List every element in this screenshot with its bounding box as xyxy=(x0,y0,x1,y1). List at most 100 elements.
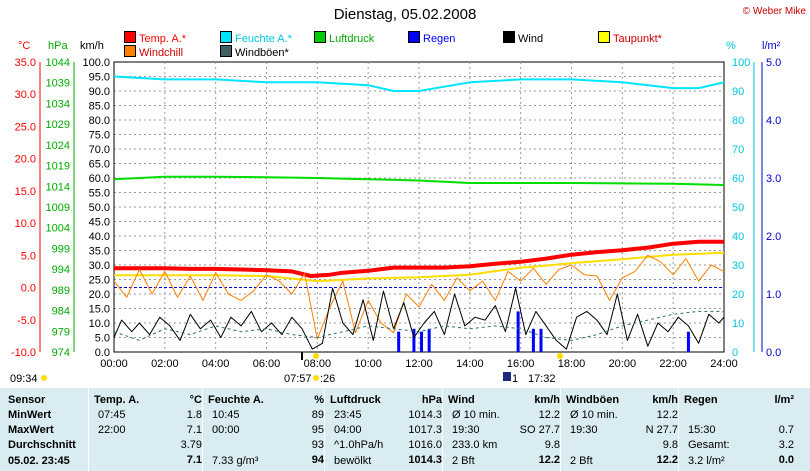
stats-cell: bewölkt xyxy=(334,455,372,467)
wind-tick-label: 45.0 xyxy=(89,217,110,229)
rain-bar xyxy=(397,331,401,352)
stats-header: Wind xyxy=(448,394,475,406)
x-tick-label: 16:00 xyxy=(507,358,535,370)
wind-tick-label: 50.0 xyxy=(89,202,110,214)
humidity-tick-label: 90 xyxy=(732,86,744,98)
stats-value: 1014.3 xyxy=(408,409,442,421)
rain-tick-label: 0.0 xyxy=(766,347,781,359)
x-tick-label: 00:00 xyxy=(100,358,128,370)
rain-marker: 1 xyxy=(512,373,519,385)
legend-label: Taupunkt* xyxy=(613,33,662,45)
stats-value: 93 xyxy=(311,439,324,451)
x-tick-label: 22:00 xyxy=(659,358,687,370)
series-line xyxy=(113,254,725,340)
stats-cell: Ø 10 min. xyxy=(452,409,500,421)
stats-cell: 23:45 xyxy=(334,409,362,421)
wind-tick-label: 55.0 xyxy=(89,188,110,200)
legend-swatch xyxy=(220,31,232,43)
wind-tick-label: 95.0 xyxy=(89,72,110,84)
series-line xyxy=(114,239,724,278)
pressure-tick-label: 1024 xyxy=(46,140,70,152)
wind-tick-label: 35.0 xyxy=(89,246,110,258)
temp-tick-label: 15.0 xyxy=(15,186,36,198)
x-tick-label: 08:00 xyxy=(304,358,332,370)
rain-tick-label: 5.0 xyxy=(766,57,781,69)
temp-tick-label: 35.0 xyxy=(15,57,36,69)
pressure-tick-label: 989 xyxy=(52,285,70,297)
pressure-tick-label: 1004 xyxy=(46,223,70,235)
stats-value: 1.8 xyxy=(186,409,202,421)
rain-bar xyxy=(427,328,431,352)
humidity-tick-label: 80 xyxy=(732,115,744,127)
column-separator xyxy=(678,388,679,471)
stats-header: Luftdruck xyxy=(330,394,381,406)
unit-temp: °C xyxy=(18,40,31,52)
stats-value: 3.79 xyxy=(180,439,202,451)
stats-cell: 00:00 xyxy=(212,424,240,436)
stats-value: SO 27.7 xyxy=(519,424,560,436)
rain-tick-label: 3.0 xyxy=(766,173,781,185)
unit-press: hPa xyxy=(48,40,68,52)
wind-tick-label: 80.0 xyxy=(89,115,110,127)
stats-value: 1017.3 xyxy=(408,424,442,436)
stats-cell: ^1.0hPa/h xyxy=(334,439,384,451)
sun-icon xyxy=(41,375,47,381)
stats-cell: 15:30 xyxy=(688,424,716,436)
stats-header: Sensor xyxy=(8,394,46,406)
stats-cell: 2 Bft xyxy=(452,455,475,467)
temp-tick-label: 25.0 xyxy=(15,121,36,133)
unit-wind: km/h xyxy=(80,40,104,52)
stats-value: 12.2 xyxy=(538,409,560,421)
rain-bar xyxy=(412,328,416,352)
legend-item: Windböen* xyxy=(220,45,289,59)
stats-cell: 04:00 xyxy=(334,424,362,436)
stats-cell: Gesamt: xyxy=(688,439,730,451)
stats-row-label: 05.02. 23:45 xyxy=(8,455,70,467)
stats-unit: l/m² xyxy=(774,394,794,406)
stats-value: 3.2 xyxy=(778,439,794,451)
wind-tick-label: 25.0 xyxy=(89,275,110,287)
humidity-tick-label: 20 xyxy=(732,289,744,301)
stats-value: 9.8 xyxy=(544,439,560,451)
x-tick-label: 20:00 xyxy=(609,358,637,370)
temp-tick-label: 30.0 xyxy=(15,89,36,101)
stats-cell: 233.0 km xyxy=(452,439,498,451)
stats-value: 12.2 xyxy=(538,454,560,466)
stats-unit: km/h xyxy=(534,394,560,406)
wind-tick-label: 5.0 xyxy=(95,333,110,345)
rain-tick-label: 4.0 xyxy=(766,115,781,127)
wind-tick-label: 0.0 xyxy=(95,347,110,359)
pressure-tick-label: 1034 xyxy=(46,98,70,110)
stats-cell: Ø 10 min. xyxy=(570,409,618,421)
stats-cell: 3.2 l/m² xyxy=(688,455,725,467)
x-tick-label: 10:00 xyxy=(354,358,382,370)
wind-tick-label: 10.0 xyxy=(89,318,110,330)
x-tick-label: 12:00 xyxy=(405,358,433,370)
legend-item: Temp. A.* xyxy=(124,31,186,45)
humidity-tick-label: 10 xyxy=(732,318,744,330)
sunset-icon xyxy=(557,353,563,359)
wind-tick-label: 60.0 xyxy=(89,173,110,185)
pressure-tick-label: 1044 xyxy=(46,57,70,69)
sunrise-time: 07:57 xyxy=(284,373,312,385)
column-separator xyxy=(88,388,89,471)
wind-tick-label: 40.0 xyxy=(89,231,110,243)
stats-row-label: MaxWert xyxy=(8,424,54,436)
stats-cell: 10:45 xyxy=(212,409,240,421)
stats-value: 1016.0 xyxy=(408,439,442,451)
pressure-tick-label: 1039 xyxy=(46,78,70,90)
legend-label: Windböen* xyxy=(235,47,289,59)
humidity-tick-label: 60 xyxy=(732,173,744,185)
credit-text: © Weber Mike xyxy=(742,6,806,17)
wind-tick-label: 65.0 xyxy=(89,159,110,171)
sun-icon xyxy=(313,353,319,359)
rain-bar xyxy=(420,331,424,352)
pressure-tick-label: 1029 xyxy=(46,119,70,131)
legend-swatch xyxy=(598,31,610,43)
stats-value: 12.2 xyxy=(656,409,678,421)
legend-swatch xyxy=(314,31,326,43)
stats-header: Feuchte A. xyxy=(208,394,264,406)
humidity-tick-label: 30 xyxy=(732,260,744,272)
stats-value: 7.1 xyxy=(186,424,202,436)
stats-value: 9.8 xyxy=(662,439,678,451)
